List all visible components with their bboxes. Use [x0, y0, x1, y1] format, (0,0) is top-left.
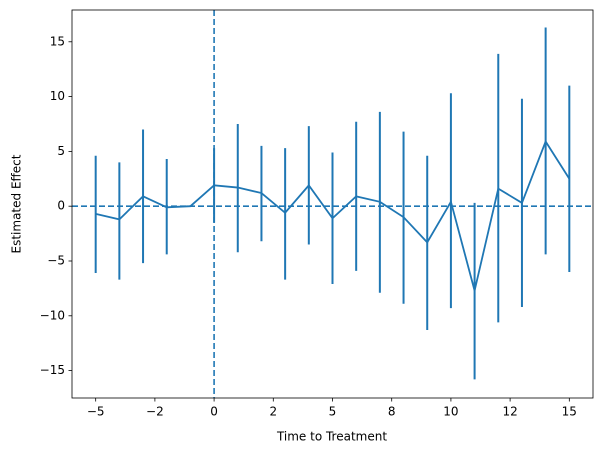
y-tick-label: −5 — [47, 253, 65, 267]
x-tick-label: 5 — [329, 405, 337, 419]
y-tick-label: 5 — [57, 144, 65, 158]
x-tick-label: 12 — [502, 405, 517, 419]
y-tick-label: −10 — [40, 308, 65, 322]
y-tick-label: 15 — [50, 34, 65, 48]
x-axis-label: Time to Treatment — [276, 430, 387, 444]
y-axis-label: Estimated Effect — [10, 154, 24, 253]
y-tick-label: 0 — [57, 199, 65, 213]
x-tick-label: −2 — [146, 405, 164, 419]
x-tick-label: 10 — [443, 405, 458, 419]
y-tick-label: 10 — [50, 89, 65, 103]
plot-frame — [71, 9, 594, 399]
x-tick-label: 2 — [269, 405, 277, 419]
x-tick-label: 15 — [562, 405, 577, 419]
y-tick-label: −15 — [40, 363, 65, 377]
x-tick-label: −5 — [87, 405, 105, 419]
line — [95, 139, 571, 291]
x-tick-label: 8 — [388, 405, 396, 419]
x-tick-label: 0 — [210, 405, 218, 419]
